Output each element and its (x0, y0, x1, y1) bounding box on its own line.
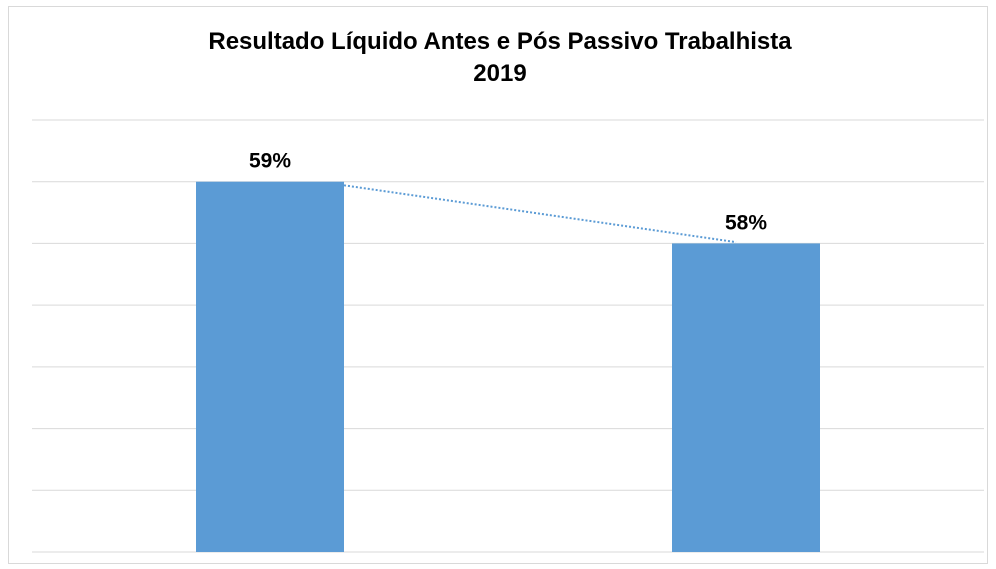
chart-title-block: Resultado Líquido Antes e Pós Passivo Tr… (0, 26, 996, 90)
chart-subtitle: 2019 (473, 60, 527, 87)
data-label: 58% (725, 211, 767, 234)
bar (672, 243, 820, 552)
data-label: 59% (249, 150, 291, 173)
chart-frame (8, 6, 988, 564)
trendline (343, 184, 737, 244)
bar (196, 181, 344, 552)
chart-title: Resultado Líquido Antes e Pós Passivo Tr… (208, 28, 792, 55)
